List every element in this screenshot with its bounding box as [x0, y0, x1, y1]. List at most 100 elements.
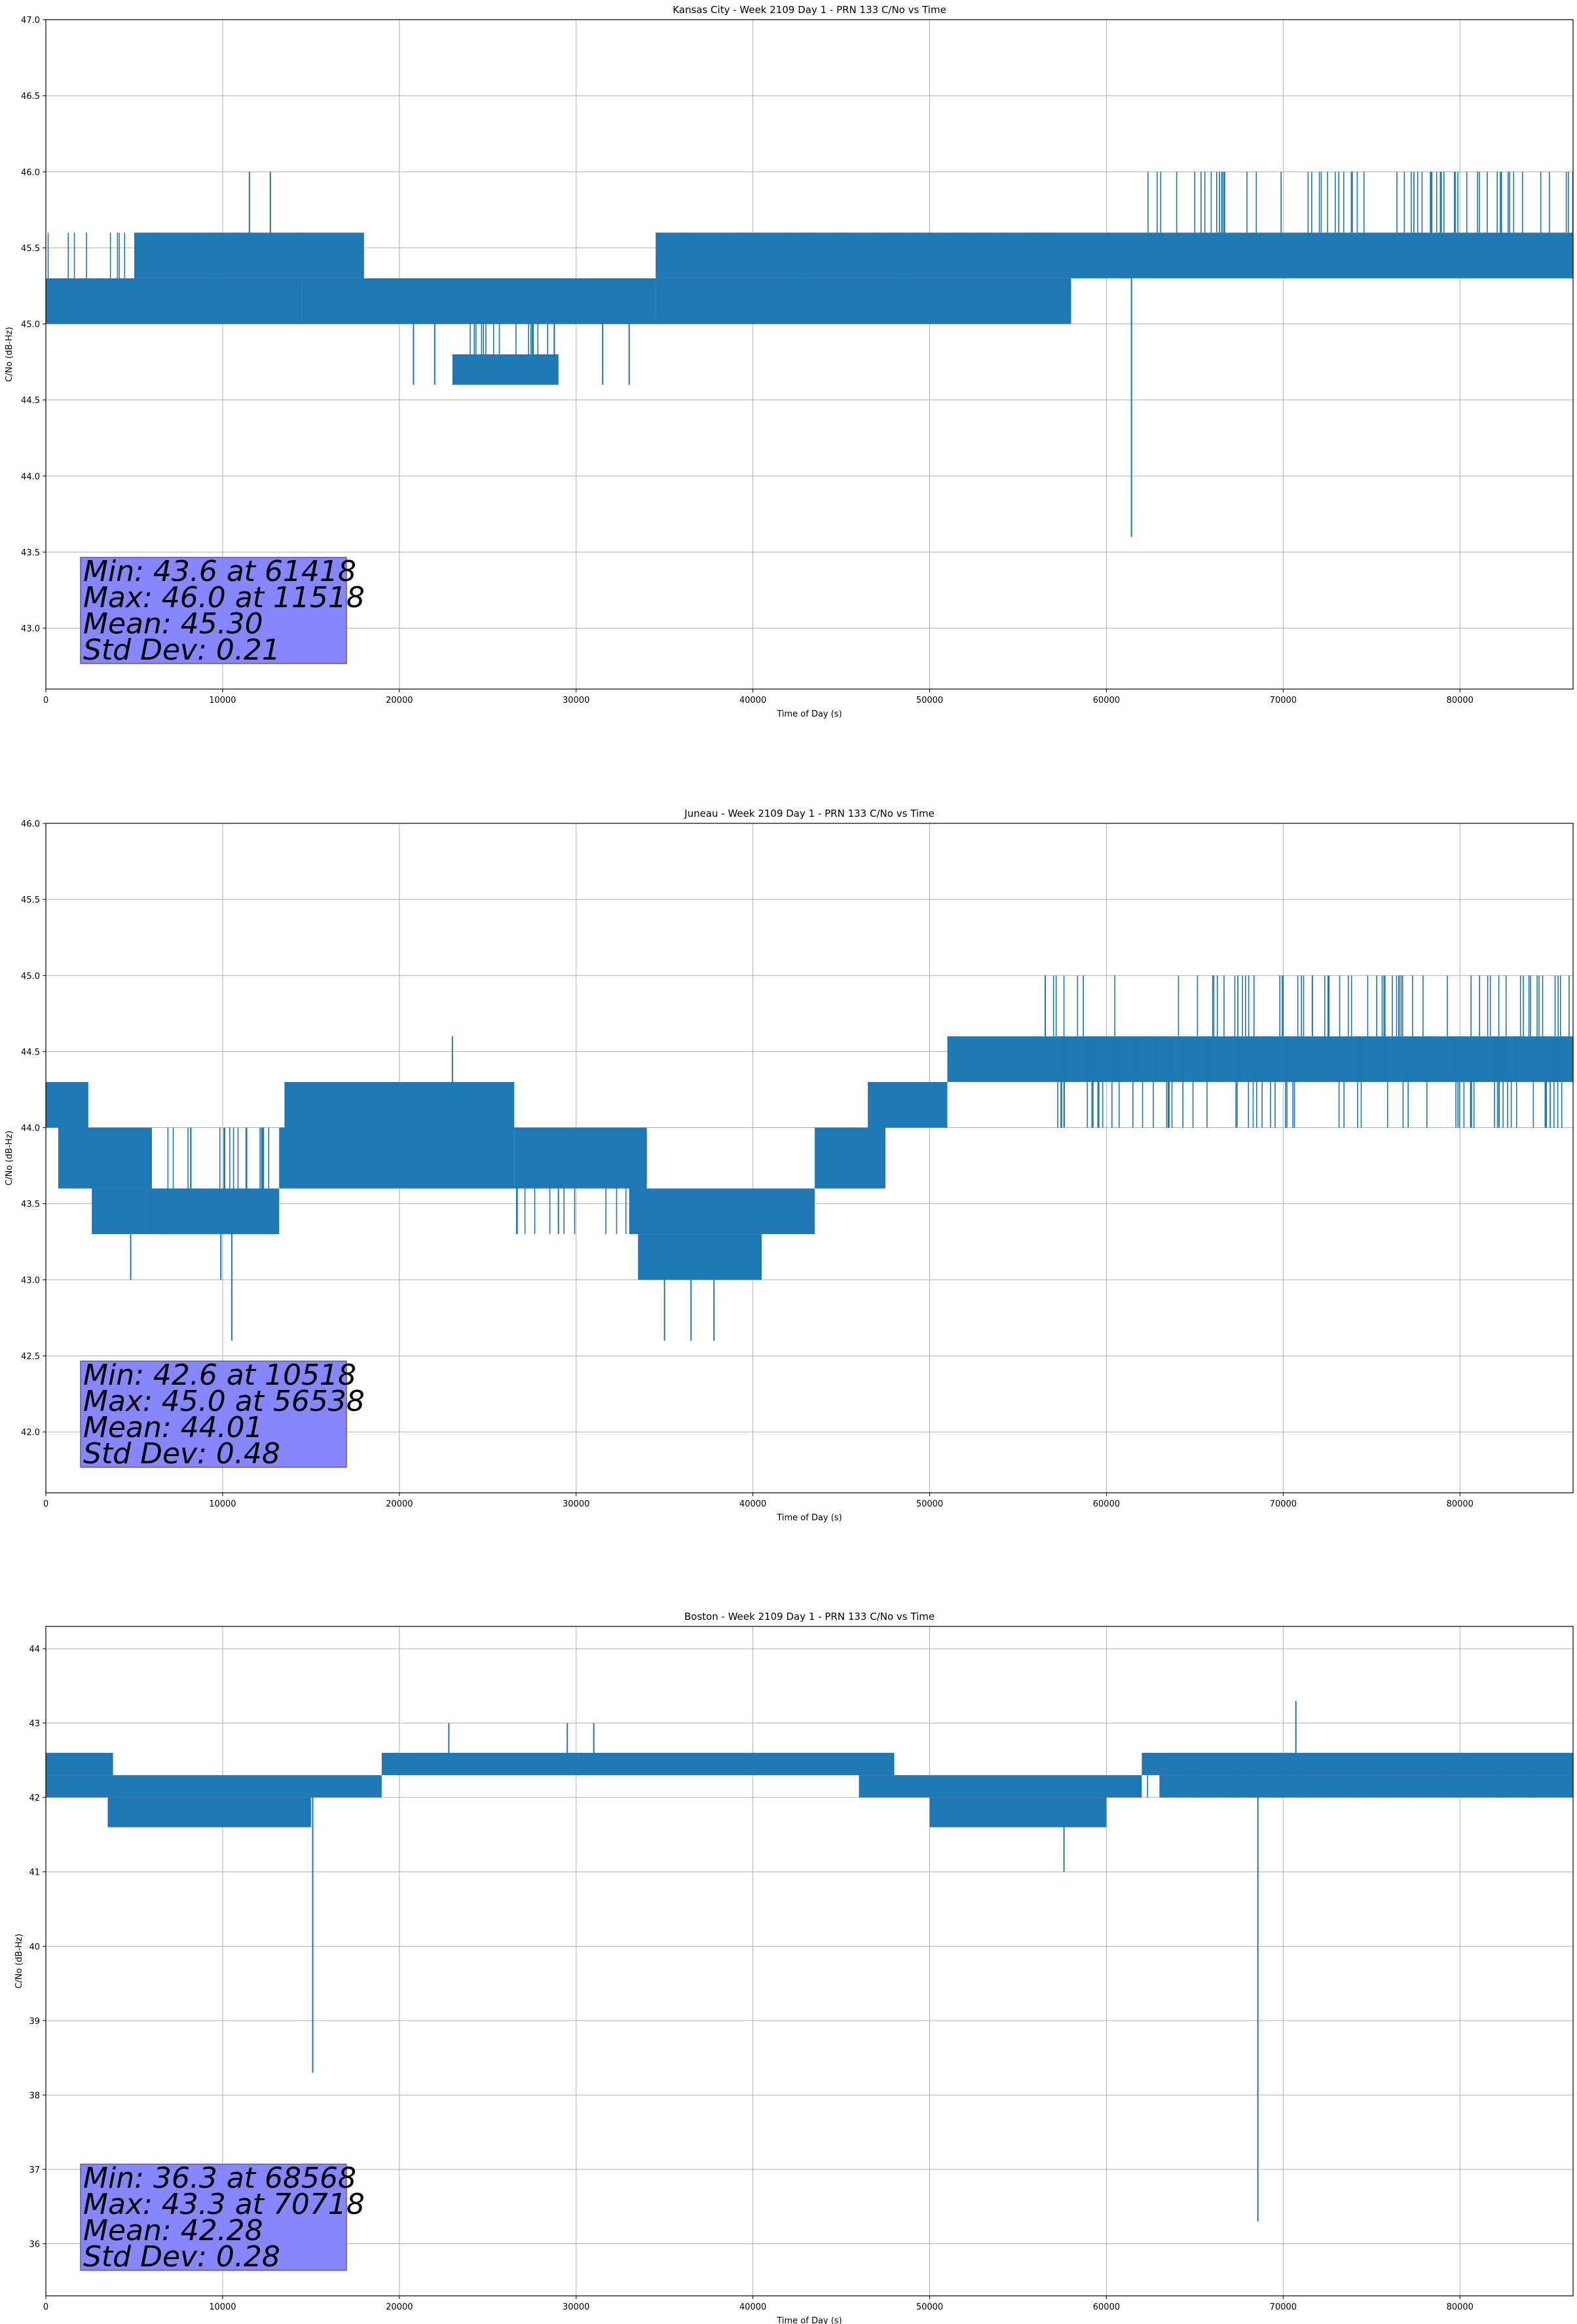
stats-max: Max: 43.3 at 70718 — [83, 2188, 365, 2221]
x-tick-label: 60000 — [1093, 696, 1120, 705]
x-axis-label: Time of Day (s) — [776, 1513, 842, 1523]
series-band-core — [1071, 233, 1573, 278]
y-tick-label: 43.5 — [21, 548, 40, 558]
series-band — [151, 1127, 276, 1235]
chart-panel: 0 10000 20000 30000 40000 50000 60000 70000 8000… — [14, 1611, 1574, 2324]
series-band — [947, 1036, 1573, 1082]
series-band — [868, 1081, 948, 1128]
x-tick-label: 40000 — [739, 2302, 766, 2312]
series-band — [656, 233, 1071, 324]
series-band-core — [656, 233, 1071, 278]
series-band — [638, 1234, 762, 1280]
series-band — [58, 1127, 152, 1189]
axes-frame — [45, 823, 1574, 1493]
x-tick-label: 70000 — [1270, 2302, 1297, 2312]
x-tick-label: 80000 — [1447, 2302, 1474, 2312]
y-tick-label: 43.0 — [21, 1276, 40, 1286]
x-tick-label: 40000 — [739, 696, 766, 705]
y-tick-label: 39 — [29, 2017, 40, 2027]
x-axis-label: Time of Day (s) — [776, 2316, 842, 2324]
series-band-core — [46, 1081, 88, 1128]
x-tick-label: 50000 — [916, 696, 943, 705]
series-band-core — [629, 1188, 815, 1235]
stats-std: Std Dev: 0.48 — [83, 1437, 280, 1471]
series-band — [302, 278, 656, 324]
x-tick-label: 20000 — [386, 1499, 413, 1509]
axes-frame — [45, 1626, 1574, 2296]
series-band — [46, 1753, 113, 1776]
y-tick-label: 43.0 — [21, 624, 40, 634]
stats-max: Max: 46.0 at 11518 — [83, 581, 365, 614]
stats-mean: Mean: 42.28 — [83, 2214, 263, 2247]
x-tick-label: 80000 — [1447, 1499, 1474, 1509]
series-band-core — [107, 1797, 311, 1827]
stats-box — [80, 557, 347, 664]
x-tick-label: 40000 — [739, 1499, 766, 1509]
x-tick-label: 20000 — [386, 2302, 413, 2312]
x-tick-label: 10000 — [209, 2302, 236, 2312]
series-band-core — [46, 278, 303, 324]
data-series — [46, 975, 1573, 1341]
stats-mean: Mean: 44.01 — [83, 1411, 263, 1444]
y-tick-label: 36 — [29, 2240, 40, 2250]
series-band — [1147, 172, 1573, 233]
series-band-core — [514, 1127, 647, 1189]
x-tick-label: 50000 — [916, 2302, 943, 2312]
series-band-core — [58, 1127, 152, 1189]
y-tick-label: 46.0 — [21, 819, 40, 829]
x-tick-label: 30000 — [563, 1499, 589, 1509]
series-band-core — [279, 1127, 515, 1189]
y-tick-label: 41 — [29, 1868, 40, 1878]
series-band-core — [859, 1775, 1142, 1798]
chart-title: Boston - Week 2109 Day 1 - PRN 133 C/No … — [684, 1611, 935, 1622]
y-tick-label: 47.0 — [21, 16, 40, 26]
y-axis-label: C/No (dB-Hz) — [5, 1131, 14, 1186]
x-tick-label: 10000 — [209, 696, 236, 705]
x-tick-label: 20000 — [386, 696, 413, 705]
series-band — [859, 1775, 1142, 1798]
series-band-core — [947, 1036, 1573, 1082]
series-band-lines — [167, 1127, 270, 1189]
y-axis-label: C/No (dB-Hz) — [5, 327, 14, 382]
series-band — [1052, 975, 1570, 1128]
y-tick-label: 42.0 — [21, 1428, 40, 1438]
series-band — [381, 1753, 895, 1776]
x-tick-label: 30000 — [563, 696, 589, 705]
y-tick-label: 42.5 — [21, 1352, 40, 1362]
x-tick-label: 60000 — [1093, 2302, 1120, 2312]
series-band-core — [656, 278, 1071, 324]
y-tick-label: 43.5 — [21, 1200, 40, 1210]
series-band — [279, 1127, 515, 1189]
chart-panel: 0 10000 20000 30000 40000 50000 60000 70000 8000… — [5, 808, 1574, 1523]
stats-min: Min: 42.6 at 10518 — [83, 1359, 356, 1392]
x-tick-label: 10000 — [209, 1499, 236, 1509]
y-tick-label: 44 — [29, 1645, 40, 1655]
series-band-core — [302, 278, 656, 324]
stats-box — [80, 1360, 347, 1468]
stats-max: Max: 45.0 at 56538 — [83, 1385, 365, 1418]
series-band — [656, 233, 1071, 278]
x-tick-label: 50000 — [916, 1499, 943, 1509]
series-band — [107, 1797, 311, 1827]
x-tick-label: 70000 — [1270, 696, 1297, 705]
series-band — [46, 233, 303, 324]
y-tick-label: 43 — [29, 1719, 40, 1729]
series-band-core — [151, 1188, 276, 1235]
series-band-core — [46, 1775, 382, 1798]
chart-title: Juneau - Week 2109 Day 1 - PRN 133 C/No … — [684, 808, 935, 819]
series-band-core — [815, 1127, 886, 1189]
stats-min: Min: 36.3 at 68568 — [83, 2162, 356, 2195]
stats-box — [80, 2164, 347, 2271]
chart-panel: 0 10000 20000 30000 40000 50000 60000 70000 8000… — [5, 4, 1574, 719]
stats-min: Min: 43.6 at 61418 — [83, 555, 356, 588]
y-tick-label: 46.5 — [21, 92, 40, 102]
series-band-core — [929, 1797, 1107, 1827]
series-band — [929, 1797, 1107, 1827]
y-tick-label: 45.5 — [21, 244, 40, 253]
y-axis-label: C/No (dB-Hz) — [14, 1934, 24, 1989]
series-band — [46, 1081, 88, 1128]
x-tick-label: 30000 — [563, 2302, 589, 2312]
